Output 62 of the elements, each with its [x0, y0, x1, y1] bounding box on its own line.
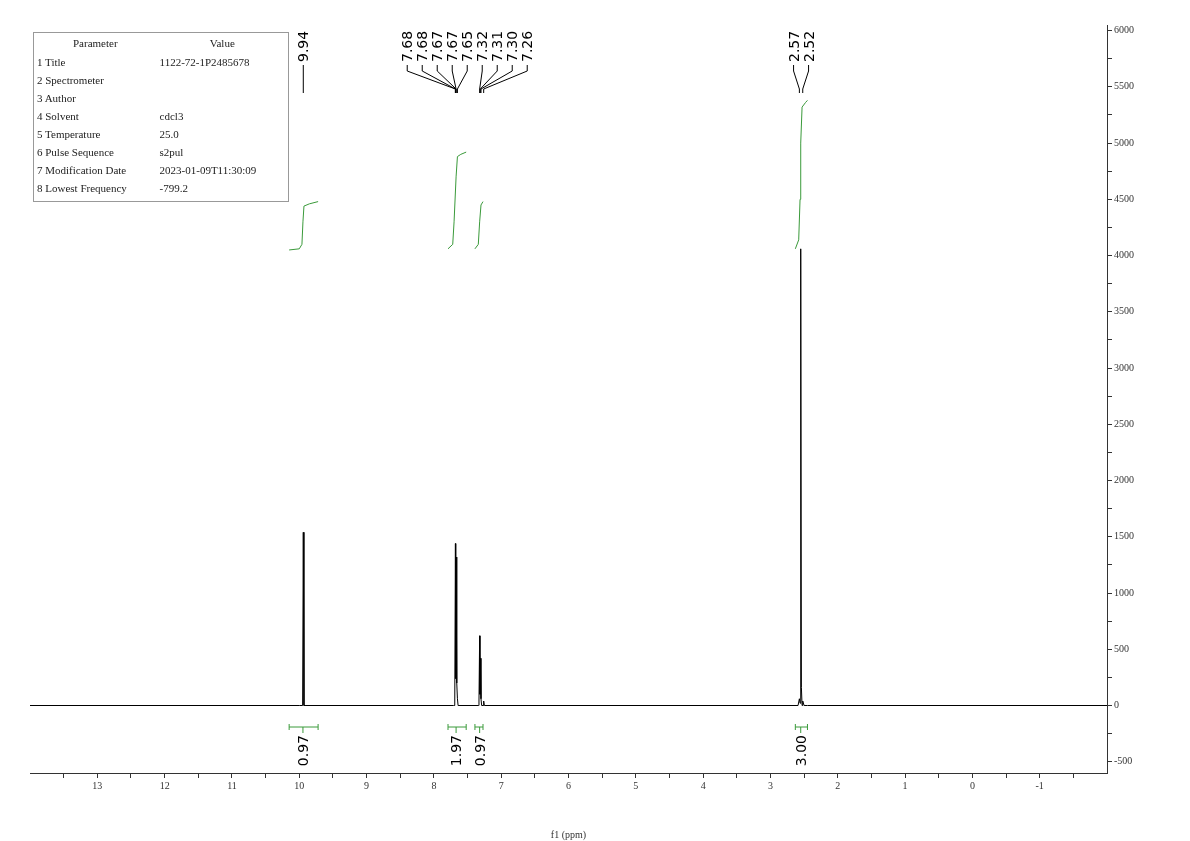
annotation: 2.57 [785, 30, 802, 62]
annotation: 7.68 [399, 30, 416, 62]
y-tick-label: 2000 [1114, 474, 1134, 486]
x-tick-label: 7 [498, 779, 504, 791]
text: s2pul [159, 146, 184, 158]
category-label: 4 Solvent [36, 109, 80, 124]
text: cdcl3 [159, 110, 184, 122]
x-tick-label: 2 [835, 779, 841, 791]
y-tick-label: -500 [1114, 755, 1133, 767]
y-tick-label: 2500 [1114, 417, 1134, 429]
y-tick-label: 1500 [1114, 530, 1134, 542]
annotation: 7.65 [459, 30, 476, 62]
annotation: 7.32 [474, 30, 491, 62]
x-tick-label: 9 [364, 779, 370, 791]
x-tick-label: -1 [1035, 779, 1044, 791]
x-tick-label: 0 [969, 779, 975, 791]
annotation: 9.94 [295, 30, 312, 62]
category-label: 5 Temperature [36, 127, 102, 142]
x-tick-label: 5 [633, 779, 639, 791]
annotation: 2.52 [800, 30, 817, 62]
x-tick-label: 12 [159, 779, 170, 791]
y-tick-label: 5000 [1114, 136, 1134, 148]
x-tick-label: 8 [431, 779, 437, 791]
category-label: 8 Lowest Frequency [36, 181, 128, 196]
annotation: 1.97 [448, 735, 465, 767]
y-tick-label: 4500 [1114, 192, 1134, 204]
y-tick-label: 6000 [1114, 24, 1134, 36]
y-tick-label: 0 [1114, 699, 1119, 711]
category-label: 7 Modification Date [36, 163, 128, 178]
category-label: 3 Author [36, 91, 77, 106]
category-label: 2 Spectrometer [36, 73, 105, 88]
annotation: 7.68 [414, 30, 431, 62]
x-tick-label: 11 [227, 779, 237, 791]
x-tick-label: 6 [566, 779, 571, 791]
category-label: 1 Title [36, 55, 67, 70]
text: 2023-01-09T11:30:09 [159, 164, 257, 176]
annotation: 7.67 [429, 30, 446, 62]
y-tick-label: 1000 [1114, 586, 1134, 598]
text: 1122-72-1P2485678 [159, 56, 250, 68]
x-tick-label: 3 [767, 779, 773, 791]
x-tick-label: 1 [902, 779, 908, 791]
y-tick-label: 4000 [1114, 249, 1134, 261]
annotation: Parameter [72, 36, 119, 51]
x-tick-label: 13 [92, 779, 103, 791]
annotation: 7.31 [489, 30, 506, 62]
annotation: 0.97 [471, 735, 488, 767]
y-tick-label: 500 [1114, 642, 1129, 654]
x-axis-title: f1 (ppm) [550, 828, 587, 841]
y-tick-label: 5500 [1114, 80, 1134, 92]
x-tick-label: 4 [700, 779, 706, 791]
annotation: 0.97 [294, 735, 311, 767]
annotation: 7.67 [444, 30, 461, 62]
y-tick-label: 3500 [1114, 305, 1134, 317]
category-label: 6 Pulse Sequence [36, 145, 115, 160]
x-tick-label: 10 [294, 779, 305, 791]
annotation: 7.30 [504, 30, 521, 62]
y-tick-label: 3000 [1114, 361, 1134, 373]
text: -799.2 [159, 182, 188, 194]
annotation: Value [208, 36, 236, 51]
annotation: 7.26 [519, 30, 536, 62]
text: 25.0 [159, 128, 179, 140]
annotation: 3.00 [792, 735, 809, 767]
